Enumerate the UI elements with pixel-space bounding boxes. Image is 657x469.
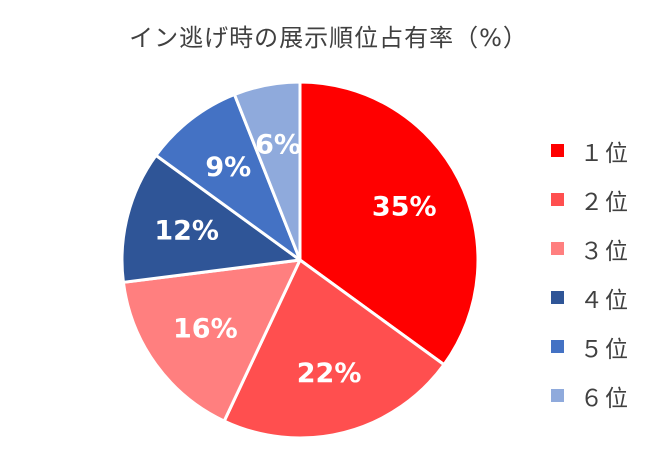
legend-item-3: ３位 (551, 224, 630, 273)
legend-label-3: ３位 (580, 238, 630, 265)
data-label-3: 16% (173, 313, 238, 344)
legend-item-1: １位 (551, 126, 630, 175)
legend-swatch-5 (551, 340, 564, 353)
legend-item-2: ２位 (551, 175, 630, 224)
legend: １位 ２位 ３位 ４位 ５位 ６位 (551, 126, 630, 420)
legend-item-5: ５位 (551, 322, 630, 371)
legend-label-4: ４位 (580, 287, 630, 314)
pie-slice-5 (154, 92, 302, 262)
pie-slice-3 (121, 258, 302, 423)
legend-label-5: ５位 (580, 336, 630, 363)
legend-swatch-1 (551, 144, 564, 157)
pie-slice-6 (232, 80, 302, 262)
legend-label-2: ２位 (580, 189, 630, 216)
legend-swatch-6 (551, 389, 564, 402)
legend-swatch-2 (551, 193, 564, 206)
pie-slice-1 (298, 80, 480, 367)
pie-slice-4 (120, 153, 302, 284)
legend-label-6: ６位 (580, 385, 630, 412)
data-label-4: 12% (154, 215, 219, 246)
legend-item-4: ４位 (551, 273, 630, 322)
legend-label-1: １位 (580, 140, 630, 167)
legend-swatch-3 (551, 242, 564, 255)
data-label-1: 35% (372, 191, 437, 222)
legend-swatch-4 (551, 291, 564, 304)
legend-item-6: ６位 (551, 371, 630, 420)
data-label-6: 6% (255, 130, 301, 161)
data-label-2: 22% (297, 358, 362, 389)
chart-title: イン逃げ時の展示順位占有率（%） (129, 24, 528, 52)
data-label-5: 9% (205, 152, 251, 183)
